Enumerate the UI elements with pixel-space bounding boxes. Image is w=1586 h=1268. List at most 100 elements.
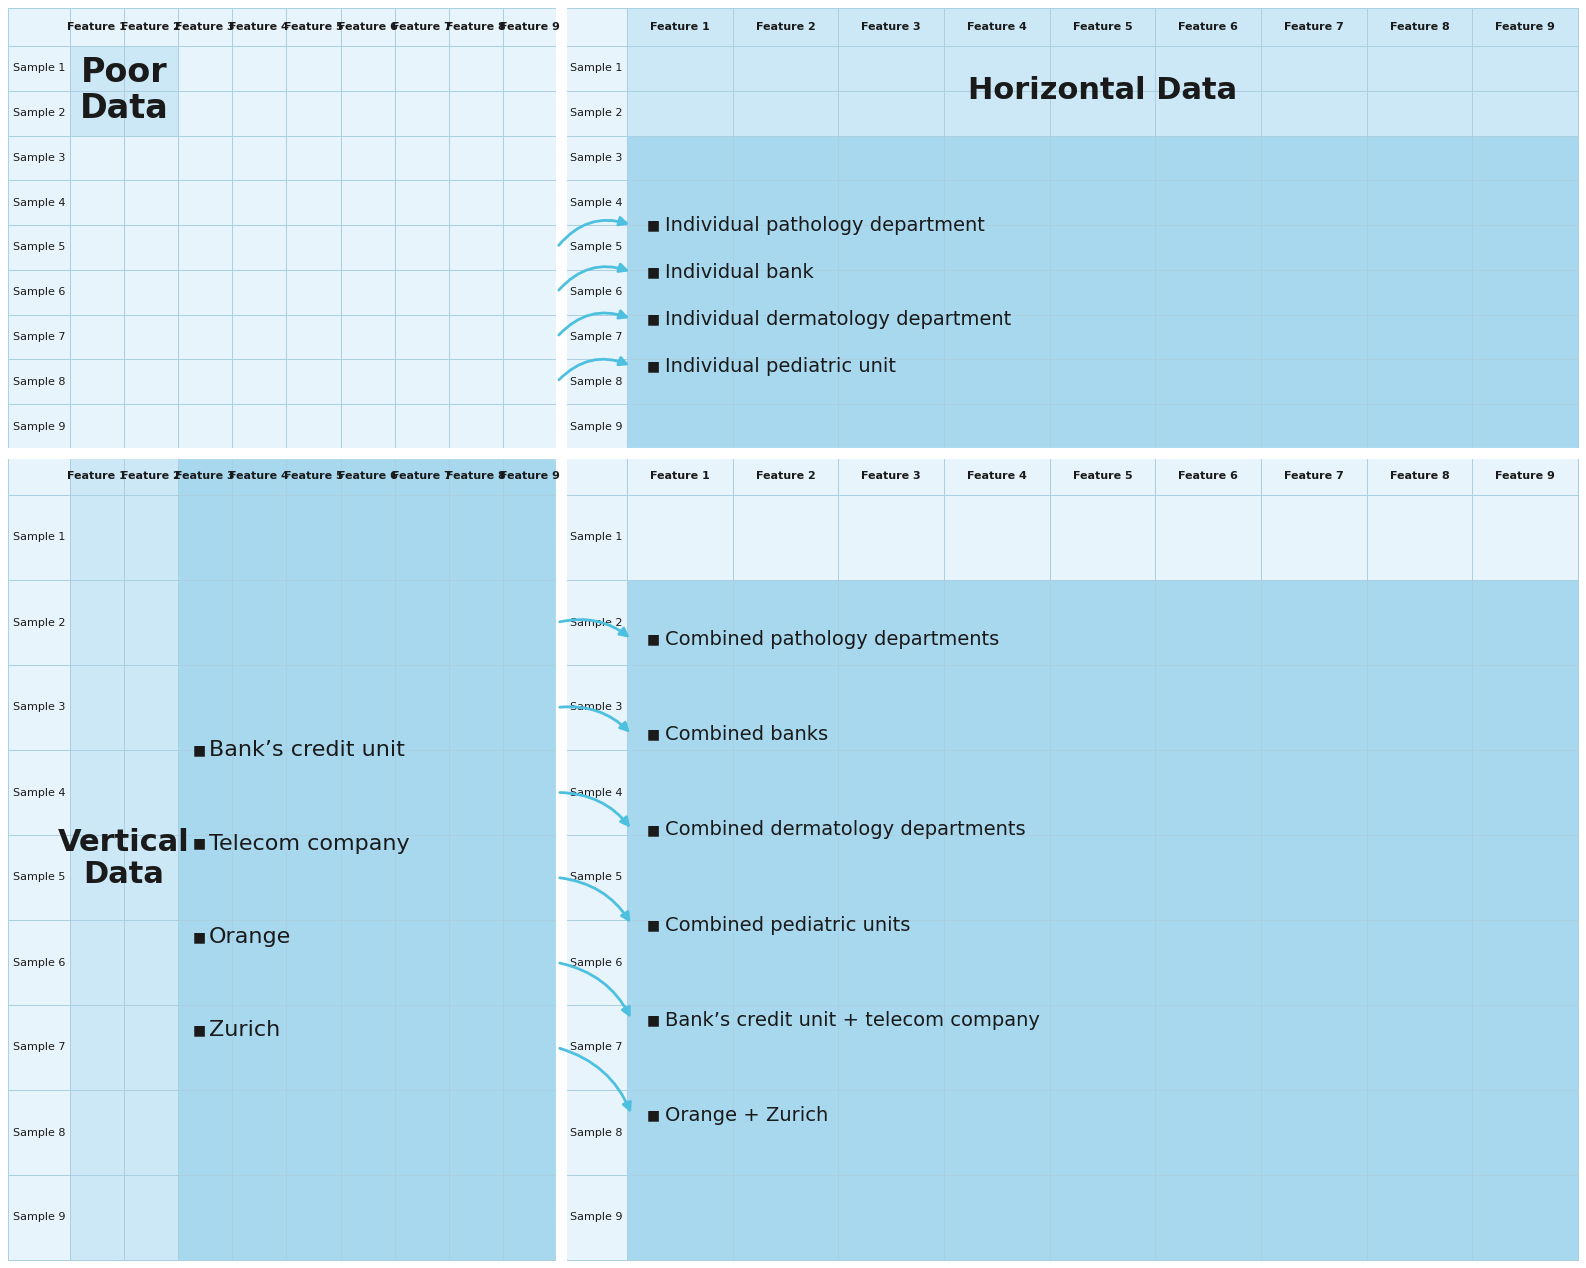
- Text: Orange: Orange: [209, 927, 292, 947]
- Text: Feature 2: Feature 2: [121, 22, 181, 32]
- Text: Feature 8: Feature 8: [1389, 22, 1450, 32]
- Text: Feature 4: Feature 4: [967, 22, 1026, 32]
- Text: Feature 7: Feature 7: [1285, 470, 1343, 481]
- Text: Sample 4: Sample 4: [13, 198, 65, 208]
- Text: Sample 1: Sample 1: [13, 63, 65, 74]
- Text: Sample 5: Sample 5: [569, 242, 622, 252]
- Text: Sample 3: Sample 3: [13, 702, 65, 713]
- Text: Telecom company: Telecom company: [209, 833, 409, 853]
- Text: ■: ■: [647, 1108, 660, 1122]
- Text: ■: ■: [647, 359, 660, 373]
- Bar: [565, 456, 1578, 1260]
- Text: Bank’s credit unit + telecom company: Bank’s credit unit + telecom company: [665, 1011, 1040, 1030]
- Text: Combined dermatology departments: Combined dermatology departments: [665, 820, 1026, 839]
- Bar: [178, 456, 557, 1260]
- Text: Bank’s credit unit: Bank’s credit unit: [209, 741, 404, 760]
- Text: Sample 5: Sample 5: [13, 872, 65, 883]
- Text: Feature 4: Feature 4: [230, 470, 289, 481]
- Text: Sample 4: Sample 4: [569, 198, 622, 208]
- Text: Feature 1: Feature 1: [650, 22, 709, 32]
- Text: Combined pathology departments: Combined pathology departments: [665, 630, 999, 649]
- Bar: [626, 8, 1578, 136]
- Text: Sample 2: Sample 2: [13, 108, 65, 118]
- Text: Sample 6: Sample 6: [569, 957, 622, 967]
- Text: Zurich: Zurich: [209, 1021, 281, 1041]
- Text: Sample 7: Sample 7: [13, 1042, 65, 1052]
- Text: Feature 6: Feature 6: [1178, 22, 1239, 32]
- Text: Individual pediatric unit: Individual pediatric unit: [665, 356, 896, 375]
- Text: Sample 1: Sample 1: [569, 533, 622, 543]
- Bar: [70, 456, 178, 1260]
- Text: ■: ■: [647, 218, 660, 232]
- Text: Sample 9: Sample 9: [569, 1212, 622, 1222]
- Text: Feature 5: Feature 5: [284, 22, 343, 32]
- Text: Feature 7: Feature 7: [392, 22, 452, 32]
- Bar: [565, 8, 1578, 449]
- Text: Feature 8: Feature 8: [1389, 470, 1450, 481]
- Text: Individual dermatology department: Individual dermatology department: [665, 309, 1012, 328]
- Text: Sample 1: Sample 1: [13, 533, 65, 543]
- Text: Feature 3: Feature 3: [176, 470, 235, 481]
- Text: Sample 6: Sample 6: [13, 288, 65, 297]
- Text: ■: ■: [647, 823, 660, 837]
- Text: Sample 7: Sample 7: [13, 332, 65, 342]
- Text: Feature 1: Feature 1: [67, 22, 127, 32]
- Text: ■: ■: [193, 837, 206, 851]
- Bar: [8, 456, 557, 1260]
- Text: Sample 2: Sample 2: [569, 108, 622, 118]
- Text: ■: ■: [193, 1023, 206, 1037]
- Bar: [8, 8, 557, 449]
- Text: Sample 7: Sample 7: [569, 1042, 622, 1052]
- Text: Feature 5: Feature 5: [1072, 22, 1132, 32]
- Text: Feature 6: Feature 6: [338, 22, 398, 32]
- Text: Feature 2: Feature 2: [755, 22, 815, 32]
- Text: Orange + Zurich: Orange + Zurich: [665, 1106, 828, 1125]
- Text: ■: ■: [647, 312, 660, 326]
- Text: ■: ■: [647, 1013, 660, 1027]
- Text: Individual pathology department: Individual pathology department: [665, 216, 985, 235]
- Text: Individual bank: Individual bank: [665, 262, 814, 281]
- Text: Poor
Data: Poor Data: [79, 57, 168, 126]
- Text: Feature 2: Feature 2: [121, 470, 181, 481]
- Text: Sample 5: Sample 5: [13, 242, 65, 252]
- Bar: [70, 46, 178, 136]
- Text: Feature 5: Feature 5: [284, 470, 343, 481]
- Text: Sample 2: Sample 2: [13, 618, 65, 628]
- Text: Sample 4: Sample 4: [13, 787, 65, 798]
- Text: Sample 3: Sample 3: [569, 153, 622, 164]
- Text: Feature 4: Feature 4: [230, 22, 289, 32]
- Text: Feature 8: Feature 8: [446, 22, 506, 32]
- Text: Sample 9: Sample 9: [13, 422, 65, 431]
- Text: Sample 9: Sample 9: [569, 422, 622, 431]
- Text: Feature 3: Feature 3: [176, 22, 235, 32]
- Text: ■: ■: [647, 918, 660, 932]
- Text: Feature 6: Feature 6: [338, 470, 398, 481]
- Text: Sample 5: Sample 5: [569, 872, 622, 883]
- Text: Feature 2: Feature 2: [755, 470, 815, 481]
- Text: Feature 7: Feature 7: [1285, 22, 1343, 32]
- Text: Sample 8: Sample 8: [569, 1127, 622, 1137]
- Text: Feature 9: Feature 9: [1496, 22, 1556, 32]
- Bar: [626, 136, 1578, 449]
- Text: Feature 3: Feature 3: [861, 470, 921, 481]
- Text: ■: ■: [647, 265, 660, 279]
- Text: Feature 9: Feature 9: [500, 22, 560, 32]
- Text: Feature 6: Feature 6: [1178, 470, 1239, 481]
- Text: Feature 4: Feature 4: [967, 470, 1026, 481]
- Text: Feature 9: Feature 9: [1496, 470, 1556, 481]
- Text: Feature 1: Feature 1: [67, 470, 127, 481]
- Text: Sample 4: Sample 4: [569, 787, 622, 798]
- Text: Feature 8: Feature 8: [446, 470, 506, 481]
- Text: Feature 1: Feature 1: [650, 470, 709, 481]
- Text: ■: ■: [193, 929, 206, 943]
- Text: Sample 8: Sample 8: [13, 377, 65, 387]
- Text: Sample 7: Sample 7: [569, 332, 622, 342]
- Text: Feature 7: Feature 7: [392, 470, 452, 481]
- Text: Combined banks: Combined banks: [665, 725, 828, 744]
- Text: Sample 9: Sample 9: [13, 1212, 65, 1222]
- Text: ■: ■: [193, 743, 206, 757]
- Text: Sample 3: Sample 3: [569, 702, 622, 713]
- Text: Sample 6: Sample 6: [13, 957, 65, 967]
- Text: ■: ■: [647, 633, 660, 647]
- Text: Feature 3: Feature 3: [861, 22, 921, 32]
